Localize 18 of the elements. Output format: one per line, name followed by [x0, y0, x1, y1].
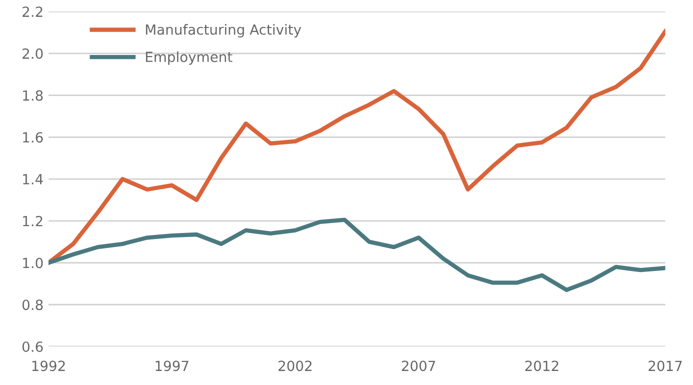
y-tick-label: 2.2 [22, 6, 42, 17]
legend-label: Employment [146, 51, 232, 65]
x-tick-label: 1997 [156, 360, 188, 372]
y-tick-label: 0.6 [22, 341, 43, 352]
y-tick-label: 0.8 [22, 300, 43, 310]
y-tick-label: 1.6 [23, 132, 43, 143]
x-tick-label: 2012 [525, 360, 558, 372]
x-tick-label: 2002 [278, 360, 312, 372]
y-tick-label: 1.4 [23, 174, 43, 184]
y-tick-label: 1.8 [23, 90, 43, 101]
x-tick-label: 2007 [402, 360, 436, 372]
y-tick-label: 2.0 [22, 48, 43, 59]
x-tick-label: 1992 [32, 360, 65, 372]
line-series [48, 218, 666, 292]
legend-label: Manufacturing Activity [146, 24, 302, 38]
y-tick-label: 1.2 [23, 216, 42, 226]
y-tick-label: 1.0 [23, 258, 43, 268]
x-tick-label: 2017 [648, 360, 682, 372]
